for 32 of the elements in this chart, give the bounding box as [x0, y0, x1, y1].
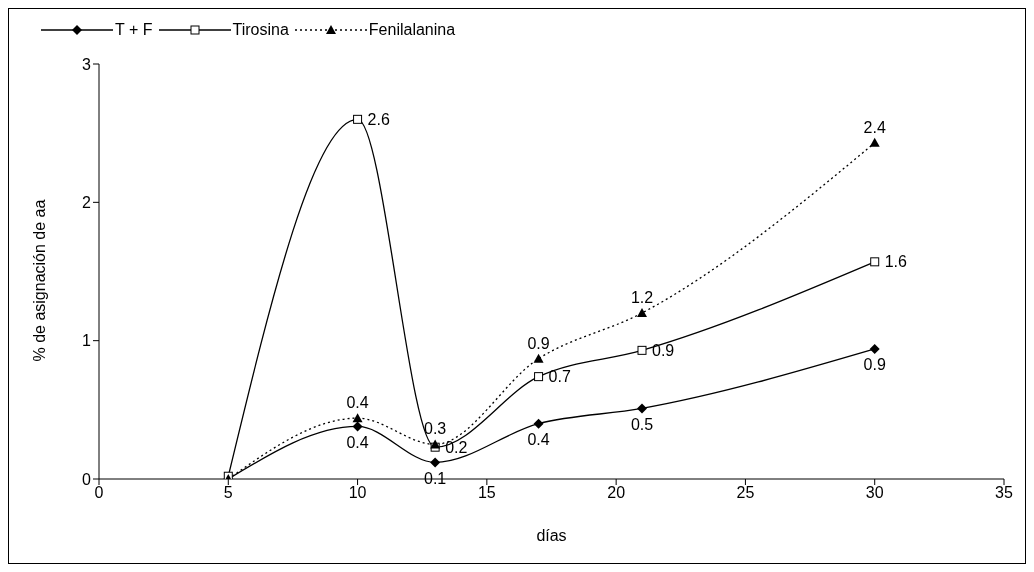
- data-label: 0.9: [863, 356, 886, 374]
- data-label: 0.1: [424, 469, 447, 487]
- data-label: 0.9: [652, 342, 675, 360]
- legend-label: Fenilalanina: [368, 21, 456, 39]
- data-label: 0.4: [346, 433, 369, 451]
- legend-label: T + F: [115, 21, 153, 39]
- y-tick-label: 3: [82, 55, 92, 73]
- data-label: 2.6: [367, 111, 390, 129]
- data-label: 0.7: [548, 368, 571, 386]
- y-tick-label: 2: [82, 194, 92, 212]
- legend-label: Tirosina: [232, 21, 289, 39]
- y-axis-title: % de asignación de aa: [30, 199, 48, 362]
- data-label: 0.2: [445, 438, 468, 456]
- data-label: 1.2: [630, 289, 654, 306]
- data-label: 1.6: [884, 253, 908, 271]
- data-label: 0.9: [527, 334, 550, 352]
- y-tick-label: 1: [82, 332, 92, 350]
- data-label: 0.5: [630, 415, 654, 433]
- data-label: 0.4: [346, 394, 369, 412]
- x-tick-label: 35: [995, 484, 1013, 502]
- data-label: 0.4: [527, 431, 550, 449]
- x-tick-label: 15: [477, 484, 496, 502]
- data-label: 0.3: [424, 420, 447, 438]
- x-axis-title: días: [536, 527, 567, 544]
- data-label: 2.4: [863, 118, 886, 136]
- x-tick-label: 5: [223, 484, 233, 502]
- x-tick-label: 10: [348, 484, 367, 502]
- x-tick-label: 0: [94, 484, 104, 502]
- x-tick-label: 25: [736, 484, 755, 502]
- x-tick-label: 20: [607, 484, 626, 502]
- x-tick-label: 30: [865, 484, 884, 502]
- y-tick-label: 0: [82, 470, 92, 488]
